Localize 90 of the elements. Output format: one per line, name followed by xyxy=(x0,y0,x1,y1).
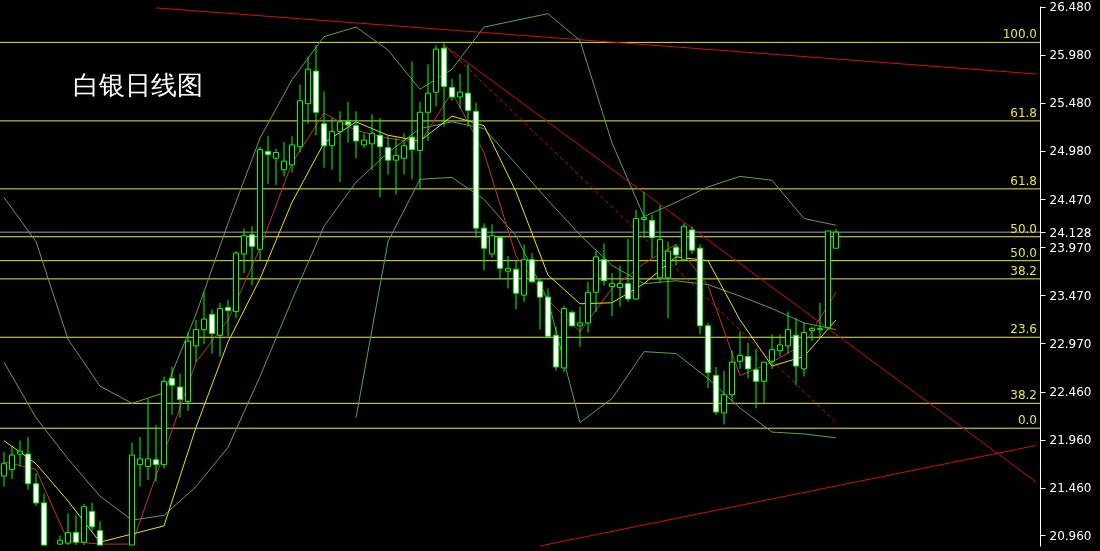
annotation: 0.0 xyxy=(1017,413,1037,428)
y-tick-label: 25.980 xyxy=(1049,48,1092,63)
candlestick xyxy=(481,222,487,271)
y-tick-label: 22.460 xyxy=(1049,385,1092,400)
candlestick xyxy=(345,101,351,144)
candlestick xyxy=(9,444,15,480)
candlestick xyxy=(753,348,759,409)
candlestick xyxy=(673,243,679,266)
candlestick xyxy=(17,440,23,468)
y-tick-label: 23.470 xyxy=(1049,288,1092,303)
annotation: 38.2 xyxy=(1010,263,1037,278)
candlestick xyxy=(537,278,543,331)
candlestick xyxy=(649,214,655,259)
annotation: 50.0 xyxy=(1010,245,1037,260)
candlestick xyxy=(153,424,159,483)
y-tick-label: 24.128 xyxy=(1049,225,1092,240)
candlestick xyxy=(273,148,279,186)
candlestick xyxy=(529,252,535,284)
candlestick xyxy=(393,137,399,196)
annotation: 38.2 xyxy=(1010,388,1037,403)
y-tick-label: 25.480 xyxy=(1049,96,1092,111)
annotation: 61.8 xyxy=(1010,105,1037,120)
candlestick xyxy=(89,502,95,532)
candlestick xyxy=(321,90,327,169)
candlestick xyxy=(385,135,391,176)
candlestick xyxy=(377,117,383,198)
candlestick xyxy=(137,436,143,488)
candlestick xyxy=(809,326,815,342)
candlestick xyxy=(761,361,767,404)
candlestick xyxy=(249,225,255,287)
candlestick xyxy=(201,291,207,345)
candlestick xyxy=(361,132,367,149)
candlestick xyxy=(625,238,631,303)
line-series xyxy=(3,13,837,404)
text: 白银日线图 xyxy=(73,70,203,100)
y-tick-label: 24.470 xyxy=(1049,192,1092,207)
candlestick xyxy=(465,63,471,128)
candlestick xyxy=(641,191,647,239)
candlestick xyxy=(281,141,287,177)
candlestick xyxy=(609,272,615,317)
candlestick xyxy=(265,135,271,185)
candlestick xyxy=(513,260,519,311)
y-tick-label: 26.480 xyxy=(1049,0,1092,15)
candlestick xyxy=(193,319,199,363)
candlestick xyxy=(449,78,455,102)
candlestick xyxy=(601,242,607,287)
candlestick xyxy=(457,73,463,109)
candlestick xyxy=(505,255,511,289)
annotation: 61.8 xyxy=(1010,173,1037,188)
candlestick xyxy=(817,302,823,338)
annotation: 100.0 xyxy=(1002,27,1037,42)
candlestick xyxy=(721,370,727,425)
candlestick xyxy=(785,310,791,355)
candlestick xyxy=(329,117,335,171)
candlestick xyxy=(225,299,231,337)
candlestick xyxy=(745,342,751,379)
candlestick xyxy=(401,132,407,176)
candlestick xyxy=(241,227,247,274)
candlestick xyxy=(57,534,63,546)
candlestick xyxy=(353,110,359,159)
candlestick xyxy=(169,366,175,416)
annotation: 23.6 xyxy=(1010,322,1037,337)
candlestick xyxy=(777,333,783,357)
annotation: 50.0 xyxy=(1010,221,1037,236)
candlestick xyxy=(33,472,39,507)
line-series xyxy=(355,176,837,439)
candlestick xyxy=(489,223,495,259)
candlestick xyxy=(209,309,215,355)
y-tick-label: 23.970 xyxy=(1049,240,1092,255)
candlestick xyxy=(577,306,583,348)
candlestick xyxy=(689,225,695,255)
candlestick xyxy=(769,333,775,370)
y-tick-label: 20.960 xyxy=(1049,528,1092,543)
y-tick-label: 21.460 xyxy=(1049,481,1092,496)
candlestick xyxy=(409,61,415,180)
candlestick xyxy=(177,373,183,419)
y-tick-label: 21.960 xyxy=(1049,433,1092,448)
candlestick xyxy=(833,228,839,249)
candlestick xyxy=(289,135,295,174)
candlestick xyxy=(65,512,71,546)
candlestick xyxy=(145,398,151,481)
candlestick xyxy=(369,113,375,171)
y-tick-label: 22.970 xyxy=(1049,336,1092,351)
candlestick xyxy=(737,331,743,370)
candlestick xyxy=(425,63,431,142)
candlestick xyxy=(337,110,343,183)
candlestick xyxy=(97,520,103,546)
y-tick-label: 24.980 xyxy=(1049,144,1092,159)
candlestick xyxy=(73,514,79,546)
candlestick xyxy=(617,264,623,308)
